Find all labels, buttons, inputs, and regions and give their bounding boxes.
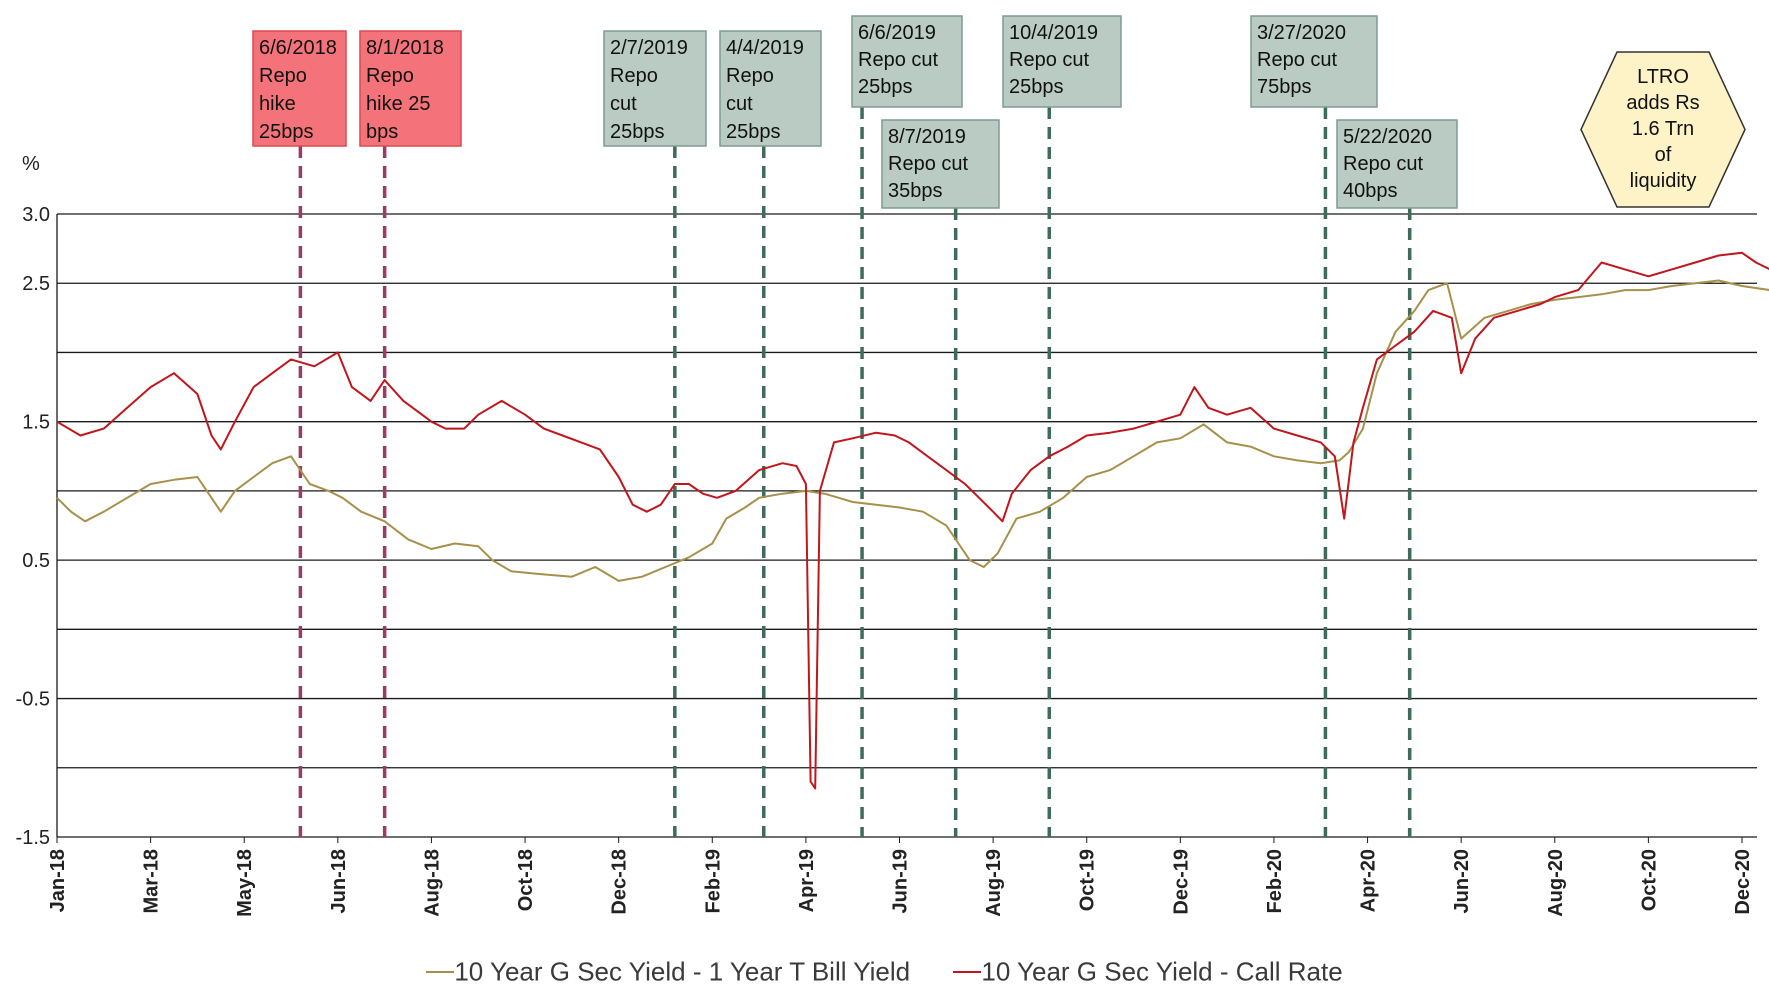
event-label-text: 25bps (1009, 76, 1064, 98)
event-label-text: hike 25 (366, 93, 431, 115)
x-tick-label: Dec-20 (1732, 849, 1754, 915)
event-label-text: 2/7/2019 (610, 37, 688, 59)
event-marker: 8/1/2018 Repo hike 25 bps (359, 30, 462, 837)
x-tick-label: Oct-19 (1077, 849, 1099, 911)
event-marker: 6/6/2019 Repo cut 25bps (851, 15, 963, 837)
event-label-box (719, 30, 822, 147)
x-tick-label: Oct-20 (1638, 849, 1660, 911)
x-tick-label: Dec-19 (1170, 849, 1192, 915)
event-label-text: Repo cut (1343, 153, 1423, 175)
event-label-text: bps (366, 121, 398, 143)
event-label-box (1250, 15, 1378, 108)
y-tick-label: -0.5 (16, 689, 50, 711)
chart-legend: 10 Year G Sec Yield - 1 Year T Bill Yiel… (0, 955, 1769, 988)
legend-swatch-term-spread (426, 971, 455, 974)
y-tick-label: 1.5 (22, 412, 50, 434)
y-tick-label: -1.5 (16, 827, 50, 849)
series-line-call-spread (56, 251, 1769, 790)
legend-label-term-spread: 10 Year G Sec Yield - 1 Year T Bill Yiel… (454, 956, 911, 987)
y-tick-label: 3.0 (22, 204, 50, 226)
event-label-box (1002, 15, 1122, 108)
event-label-text: Repo (610, 65, 658, 87)
x-tick-label: Aug-20 (1545, 849, 1567, 917)
event-label-text: Repo (366, 65, 414, 87)
event-label-text: 25bps (726, 121, 781, 143)
event-label-text: 8/1/2018 (366, 37, 444, 59)
event-label-box (252, 30, 347, 147)
event-label-text: 25bps (610, 121, 665, 143)
ltro-annotation-text: adds Rs (1626, 92, 1699, 114)
x-tick-label: Oct-18 (515, 849, 537, 911)
event-marker: 8/7/2019 Repo cut 35bps (881, 119, 1000, 837)
event-label-text: 25bps (259, 121, 314, 143)
event-label-text: 3/27/2020 (1257, 22, 1346, 44)
event-label-text: 4/4/2019 (726, 37, 804, 59)
event-label-text: 40bps (1343, 180, 1398, 202)
x-tick-label: Feb-20 (1264, 849, 1286, 913)
event-marker: 6/6/2018 Repo hike 25bps (252, 30, 347, 837)
event-label-box (851, 15, 963, 108)
event-label-text: cut (726, 93, 753, 115)
event-label-text: Repo cut (1257, 49, 1337, 71)
x-axis-ticks: Jan-18 Mar-18 May-18 Jun-18 Aug-18 Oct-18 Dec-… (47, 837, 1754, 917)
legend-item-term-spread: 10 Year G Sec Yield - 1 Year T Bill Yiel… (426, 955, 910, 988)
event-marker: 2/7/2019 Repo cut 25bps (603, 30, 707, 837)
ltro-annotation: LTRO adds Rs 1.6 Trn of liquidity (1580, 51, 1746, 208)
event-marker: 4/4/2019 Repo cut 25bps (719, 30, 822, 837)
event-label-text: hike (259, 93, 296, 115)
event-marker: 3/27/2020 Repo cut 75bps (1250, 15, 1378, 837)
x-tick-label: Aug-19 (983, 849, 1005, 917)
x-tick-label: Apr-19 (796, 849, 818, 912)
event-label-text: 5/22/2020 (1343, 126, 1432, 148)
ltro-annotation-text: 1.6 Trn (1632, 118, 1694, 140)
event-label-text: 6/6/2019 (858, 22, 936, 44)
event-label-text: Repo cut (888, 153, 968, 175)
event-label-text: 10/4/2019 (1009, 22, 1098, 44)
event-label-text: Repo cut (1009, 49, 1089, 71)
x-tick-label: Dec-18 (609, 849, 631, 915)
event-label-text: 8/7/2019 (888, 126, 966, 148)
y-axis-ticks: 3.0 2.5 1.5 0.5 -0.5 -1.5 (16, 204, 50, 849)
x-tick-label: Aug-18 (421, 849, 443, 917)
event-label-box (603, 30, 707, 147)
event-label-box (1336, 119, 1458, 209)
event-label-text: Repo cut (858, 49, 938, 71)
ltro-annotation-text: LTRO (1637, 66, 1689, 88)
event-label-text: 75bps (1257, 76, 1312, 98)
legend-swatch-call-spread (953, 971, 982, 974)
y-axis-unit-label: % (22, 153, 40, 175)
x-tick-label: Jun-18 (328, 849, 350, 913)
event-label-text: 25bps (858, 76, 913, 98)
event-label-text: Repo (259, 65, 307, 87)
x-tick-label: May-18 (234, 849, 256, 917)
event-marker: 5/22/2020 Repo cut 40bps (1336, 119, 1458, 837)
gridlines (56, 213, 1757, 838)
event-label-box (359, 30, 462, 147)
ltro-hexagon (1580, 51, 1746, 208)
event-label-text: 35bps (888, 180, 943, 202)
legend-item-call-spread: 10 Year G Sec Yield - Call Rate (953, 955, 1343, 988)
x-tick-label: Jan-18 (47, 849, 69, 912)
event-label-text: cut (610, 93, 637, 115)
event-label-box (881, 119, 1000, 209)
x-tick-label: Jun-20 (1451, 849, 1473, 913)
data-series (56, 251, 1769, 790)
y-tick-label: 2.5 (22, 273, 50, 295)
event-label-text: 6/6/2018 (259, 37, 337, 59)
ltro-annotation-text: liquidity (1630, 170, 1697, 192)
x-tick-label: Feb-19 (702, 849, 724, 913)
y-tick-label: 0.5 (22, 550, 50, 572)
series-line-term-spread (56, 279, 1769, 582)
x-tick-label: Apr-20 (1358, 849, 1380, 912)
ltro-annotation-text: of (1655, 144, 1672, 166)
event-marker: 10/4/2019 Repo cut 25bps (1002, 15, 1122, 837)
event-label-text: Repo (726, 65, 774, 87)
x-tick-label: Mar-18 (141, 849, 163, 913)
legend-label-call-spread: 10 Year G Sec Yield - Call Rate (981, 956, 1343, 987)
policy-event-markers: 6/6/2018 Repo hike 25bps 8/1/2018 Repo hike 25… (252, 15, 1458, 837)
x-tick-label: Jun-19 (890, 849, 912, 913)
